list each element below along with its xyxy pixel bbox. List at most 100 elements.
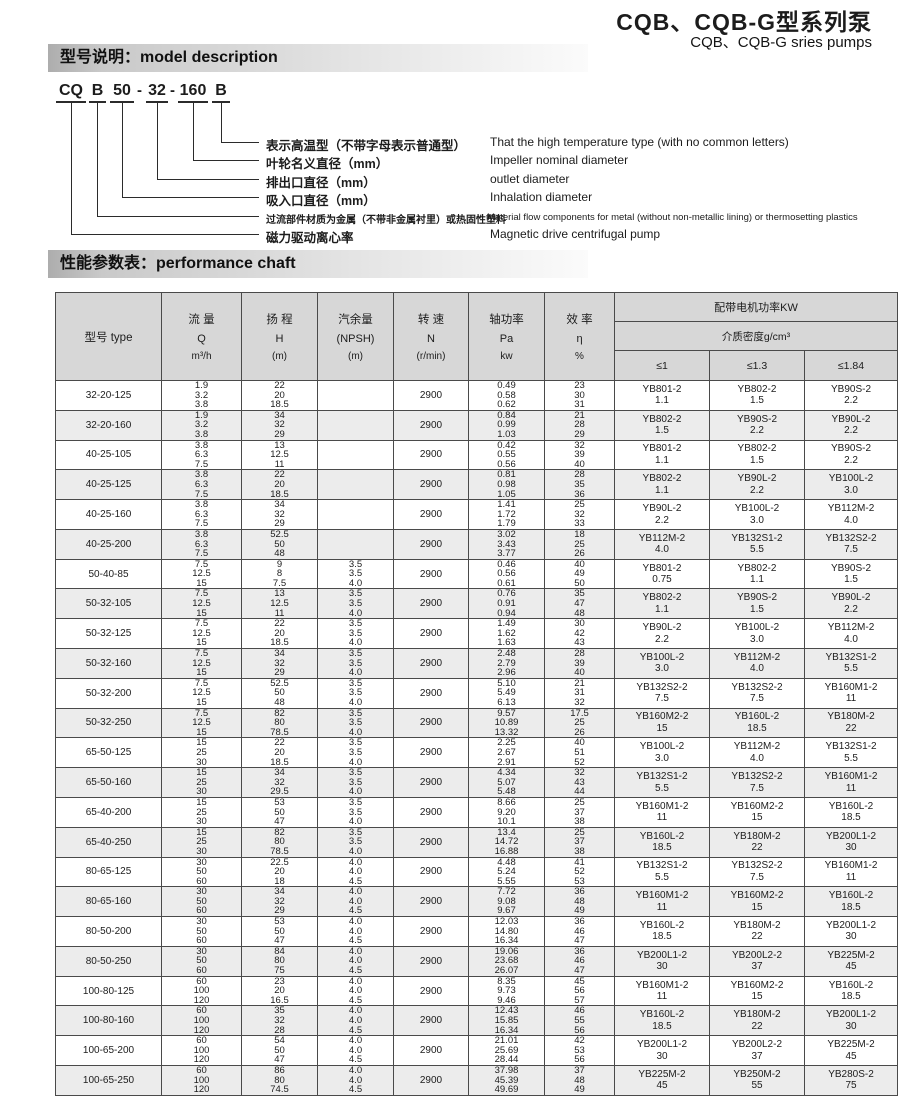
col-header-efficiency: 效 率 η % (544, 292, 615, 381)
value-line: 22 (274, 618, 285, 630)
motor-cell: YB180M-2 22 (803, 707, 899, 739)
motor-model: YB160L-2 (639, 1009, 685, 1021)
npsh-values (317, 380, 394, 411)
motor-power: 1.5 (750, 395, 764, 407)
value-line: 4.0 (348, 985, 363, 997)
value-line: 1.9 (194, 380, 209, 391)
pa-values: 5.10 5.49 6.13 (468, 677, 545, 709)
value-line: 34 (274, 767, 285, 779)
value-line: 49.69 (494, 1084, 519, 1096)
value-line: 9.67 (497, 905, 516, 917)
col-header-head: 扬 程 H (m) (241, 292, 318, 381)
model-desc-cn: 表示高温型（不带字母表示普通型） (266, 139, 467, 153)
value-line: 15 (196, 667, 207, 679)
q-values: 3.8 6.3 7.5 (161, 439, 242, 471)
value-line: 52.5 (270, 528, 289, 540)
value-line: 15 (196, 726, 207, 738)
connector-line (193, 103, 259, 161)
motor-model: YB90L-2 (831, 592, 871, 604)
value-line: 9.08 (497, 895, 516, 907)
value-line: 5.55 (497, 875, 516, 887)
value-line: 25 (574, 796, 585, 808)
motor-power: 18.5 (652, 931, 672, 943)
value-line: 10.89 (494, 717, 519, 729)
speed-value: 2900 (393, 826, 469, 858)
value-line: 60 (196, 965, 207, 977)
speed-value: 2900 (393, 856, 469, 888)
value-line: 6.3 (194, 508, 209, 520)
value-line: 23 (574, 380, 585, 391)
efficiency-symbol: η (576, 333, 583, 345)
motor-model: YB160M2-2 (635, 711, 689, 723)
model-token-32: 32 (146, 82, 168, 103)
npsh-values (317, 439, 394, 471)
eta-values: 21 31 32 (544, 677, 615, 709)
motor-model: YB160L-2 (828, 890, 874, 902)
h-values: 22 20 18.5 (241, 618, 318, 650)
value-line: 32 (274, 508, 285, 520)
motor-cell: YB200L1-2 30 (614, 1035, 710, 1066)
motor-cell: YB100L-2 3.0 (709, 499, 805, 530)
value-line: 32 (574, 767, 585, 779)
motor-cell: YB160M1-2 11 (614, 796, 710, 828)
col-header-motor-group: 配带电机功率KW (613, 292, 899, 322)
motor-cell: YB802-2 1.1 (614, 469, 710, 501)
value-line: 50 (196, 866, 207, 878)
value-line: 22 (274, 737, 285, 749)
motor-cell: YB112M-2 4.0 (614, 528, 710, 560)
h-values: 34 32 29 (241, 648, 318, 679)
value-line: 3.8 (194, 469, 209, 481)
value-line: 7.5 (194, 518, 209, 530)
motor-model: YB160M1-2 (635, 890, 689, 902)
value-line: 22 (274, 380, 285, 391)
motor-cell: YB160M2-2 15 (614, 707, 710, 739)
value-line: 4.0 (348, 667, 363, 679)
motor-cell: YB801-2 1.1 (614, 380, 710, 411)
motor-model: YB100L-2 (639, 651, 685, 663)
motor-cell: YB180M-2 22 (709, 1005, 805, 1037)
value-line: 18.5 (270, 637, 289, 649)
value-line: 53 (574, 875, 585, 887)
h-values: 52.5 50 48 (241, 528, 318, 560)
value-line: 20 (274, 627, 285, 639)
npsh-values: 3.5 3.5 4.0 (317, 707, 394, 739)
value-line: 3.43 (497, 538, 516, 550)
q-values: 30 50 60 (161, 916, 242, 947)
value-line: 19.06 (494, 945, 519, 957)
motor-model: YB160M1-2 (824, 771, 878, 783)
value-line: 13.4 (497, 826, 516, 838)
motor-power: 11 (845, 871, 857, 883)
value-line: 50 (196, 925, 207, 937)
value-line: 4.5 (348, 965, 363, 977)
h-values: 34 32 29 (241, 499, 318, 530)
pump-model: 65-50-160 (55, 767, 162, 798)
motor-cell: YB160L-2 18.5 (709, 707, 805, 739)
motor-cell: YB132S1-2 5.5 (709, 528, 805, 560)
motor-cell: YB160L-2 18.5 (803, 975, 899, 1007)
value-line: 26.07 (494, 965, 519, 977)
value-line: 7.5 (194, 618, 209, 630)
value-line: 30 (196, 916, 207, 928)
pa-values: 19.06 23.68 26.07 (468, 945, 545, 977)
motor-model: YB250M-2 (733, 1068, 781, 1080)
motor-cell: YB160M1-2 11 (803, 856, 899, 888)
table-row: 50-32-200 7.5 12.5 15 52.5 50 48 3.5 3.5 4.0 2900 5… (55, 677, 899, 709)
motor-cell: YB225M-2 45 (614, 1064, 710, 1096)
motor-model: YB160L-2 (828, 800, 874, 812)
value-line: 3.5 (348, 687, 363, 699)
value-line: 2.91 (497, 756, 516, 768)
value-line: 74.5 (270, 1084, 289, 1096)
motor-cell: YB100L-2 3.0 (709, 618, 805, 650)
value-line: 3.5 (348, 717, 363, 729)
npsh-values: 4.0 4.0 4.5 (317, 916, 394, 947)
motor-power: 5.5 (655, 782, 669, 794)
speed-value: 2900 (393, 648, 469, 679)
h-values: 35 32 28 (241, 1005, 318, 1037)
speed-value: 2900 (393, 380, 469, 411)
value-line: 16.5 (270, 994, 289, 1006)
value-line: 25 (196, 776, 207, 788)
pa-values: 13.4 14.72 16.88 (468, 826, 545, 858)
motor-power: 3.0 (655, 752, 669, 764)
pump-model: 32-20-125 (55, 380, 162, 411)
value-line: 6.3 (194, 449, 209, 461)
